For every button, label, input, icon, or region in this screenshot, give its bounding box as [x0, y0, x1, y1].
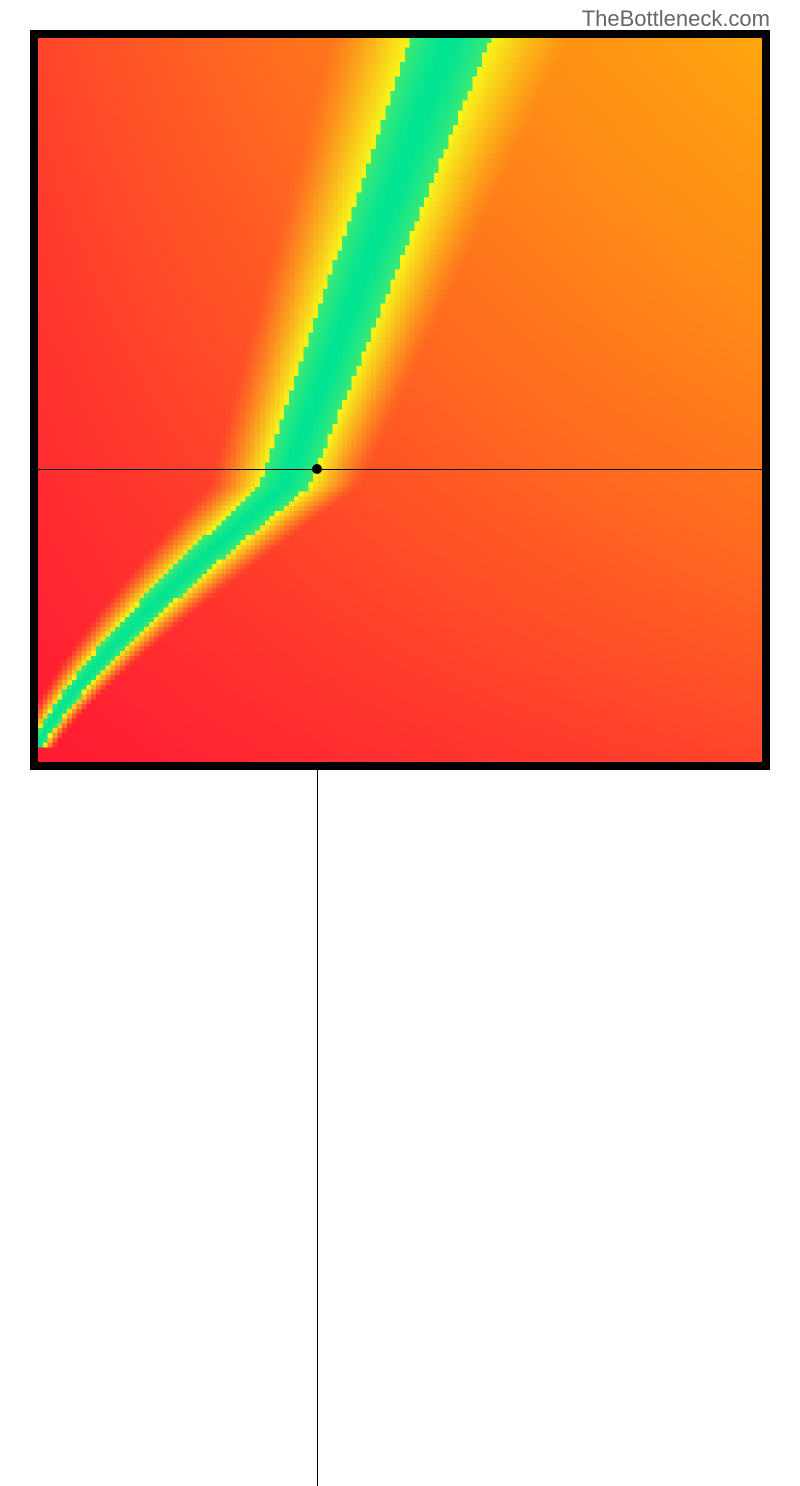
crosshair-vertical [317, 762, 318, 1486]
plot-frame [30, 30, 770, 770]
plot-inner [38, 38, 762, 762]
watermark-label: TheBottleneck.com [582, 6, 770, 32]
chart-container: TheBottleneck.com [0, 0, 800, 800]
heatmap-canvas [38, 38, 762, 762]
